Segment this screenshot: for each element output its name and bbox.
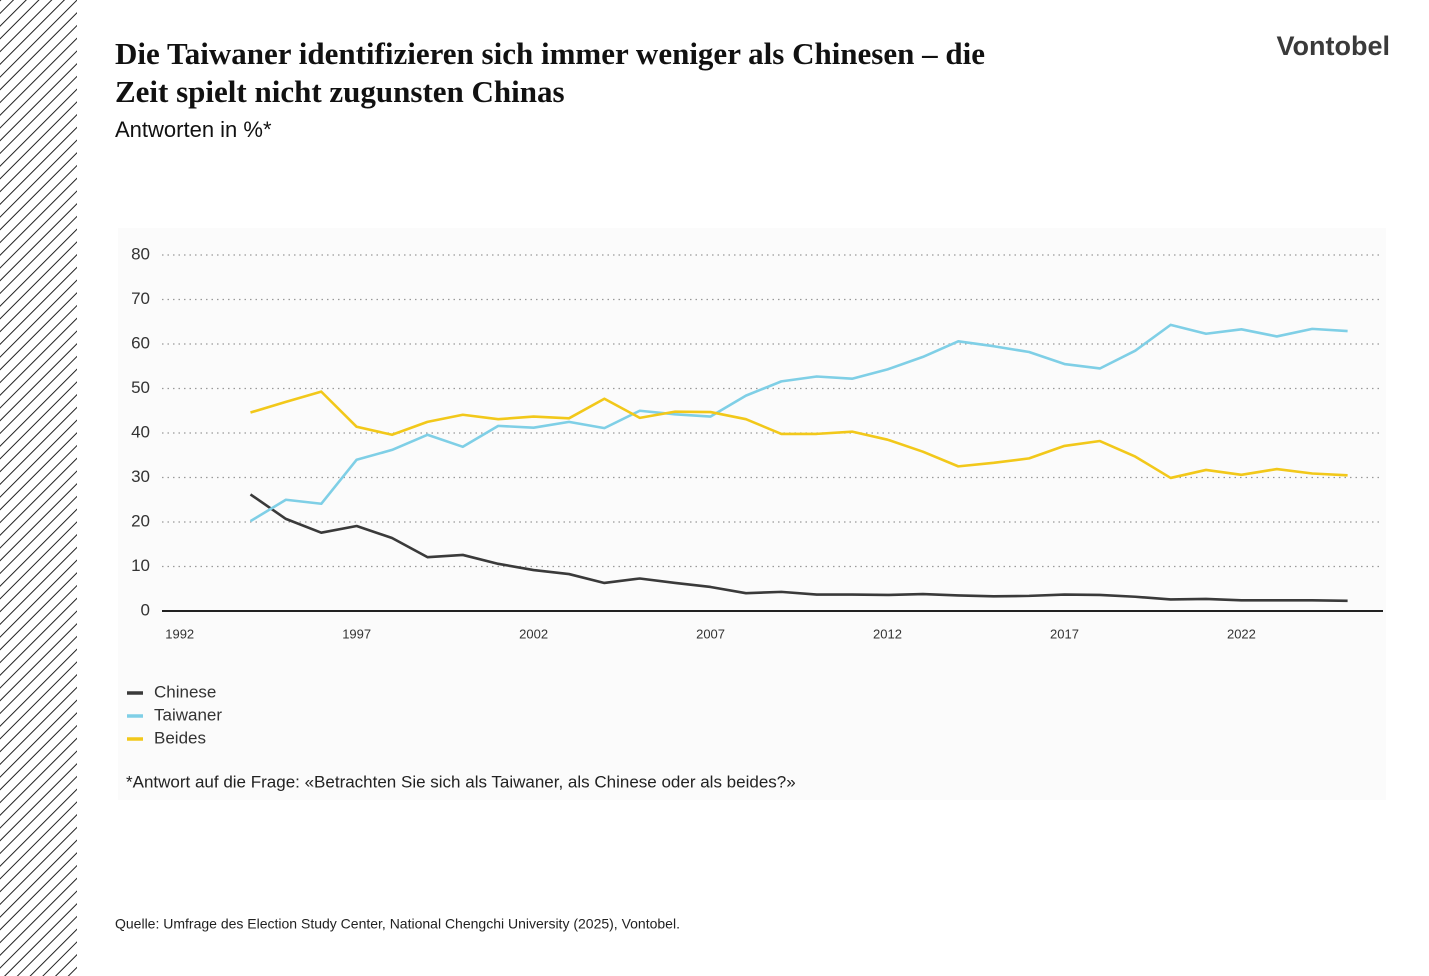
legend-label: Beides (154, 728, 206, 747)
y-tick-label: 10 (131, 556, 150, 575)
x-tick-label: 1997 (342, 626, 371, 641)
legend-label: Chinese (154, 682, 216, 701)
chart-title: Zeit spielt nicht zugunsten Chinas (115, 74, 565, 109)
series-line (250, 390, 1348, 480)
x-tick-label: 2012 (873, 626, 902, 641)
x-tick-label: 2002 (519, 626, 548, 641)
hatch-strip (0, 0, 77, 976)
series-line (249, 493, 1348, 603)
y-tick-label: 20 (131, 511, 150, 530)
chart-title: Die Taiwaner identifizieren sich immer w… (115, 36, 985, 71)
logo: Vontobel (1277, 31, 1390, 61)
source: Quelle: Umfrage des Election Study Cente… (115, 916, 680, 932)
legend-label: Taiwaner (154, 705, 222, 724)
x-tick-label: 2022 (1227, 626, 1256, 641)
x-tick-label: 1992 (165, 626, 194, 641)
y-tick-label: 60 (131, 333, 150, 352)
x-tick-label: 2017 (1050, 626, 1079, 641)
y-tick-label: 40 (131, 422, 150, 441)
chart-bg (118, 228, 1386, 800)
x-tick-label: 2007 (696, 626, 725, 641)
y-tick-label: 70 (131, 289, 150, 308)
y-tick-label: 80 (131, 244, 150, 263)
y-tick-label: 0 (141, 600, 150, 619)
y-tick-label: 30 (131, 467, 150, 486)
footnote: *Antwort auf die Frage: «Betrachten Sie … (126, 772, 796, 791)
series-line (249, 323, 1348, 523)
y-tick-label: 50 (131, 378, 150, 397)
subtitle: Antworten in %* (115, 117, 272, 142)
